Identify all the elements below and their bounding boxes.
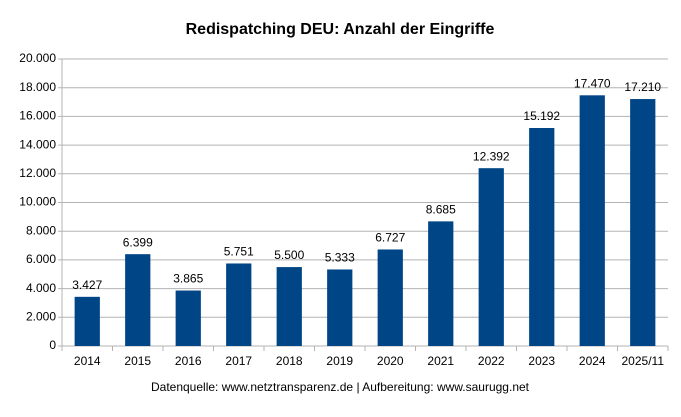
- y-tick-label: 8.000: [26, 223, 56, 237]
- bar: [478, 168, 504, 346]
- y-tick-label: 18.000: [19, 80, 56, 94]
- x-tick-label: 2020: [377, 354, 404, 368]
- value-label: 12.392: [473, 149, 510, 163]
- value-label: 17.210: [624, 80, 661, 94]
- y-tick-label: 16.000: [19, 109, 56, 123]
- x-tick-label: 2023: [528, 354, 555, 368]
- bar: [428, 221, 454, 346]
- bar: [226, 263, 252, 346]
- x-tick-label: 2022: [478, 354, 505, 368]
- chart-title: Redispatching DEU: Anzahl der Eingriffe: [186, 21, 495, 38]
- x-tick-label: 2014: [74, 354, 101, 368]
- x-tick-label: 2018: [276, 354, 303, 368]
- value-label: 5.500: [274, 248, 304, 262]
- x-tick-label: 2015: [124, 354, 151, 368]
- bar: [74, 296, 100, 346]
- y-tick-label: 10.000: [19, 195, 56, 209]
- value-label: 5.751: [224, 245, 254, 259]
- value-label: 6.727: [375, 231, 405, 245]
- y-tick-label: 14.000: [19, 137, 56, 151]
- value-label: 3.865: [173, 272, 203, 286]
- y-tick-label: 6.000: [26, 252, 56, 266]
- y-tick-label: 20.000: [19, 51, 56, 65]
- x-tick-label: 2017: [225, 354, 252, 368]
- x-tick-label: 2016: [175, 354, 202, 368]
- bar: [630, 99, 656, 346]
- value-label: 5.333: [325, 251, 355, 265]
- x-tick-label: 2025/11: [622, 354, 665, 368]
- bar: [276, 267, 302, 346]
- y-tick-label: 2.000: [26, 309, 56, 323]
- bar: [529, 127, 555, 346]
- value-label: 6.399: [123, 235, 153, 249]
- value-label: 17.470: [574, 76, 611, 90]
- x-tick-label: 2019: [326, 354, 353, 368]
- source-note: Datenquelle: www.netztransparenz.de | Au…: [151, 380, 530, 394]
- y-tick-label: 4.000: [26, 281, 56, 295]
- x-tick-label: 2021: [427, 354, 454, 368]
- y-tick-label: 12.000: [19, 166, 56, 180]
- value-label: 3.427: [72, 278, 102, 292]
- x-tick-label: 2024: [579, 354, 606, 368]
- bar: [327, 269, 353, 346]
- bar: [377, 249, 403, 346]
- y-tick-label: 0: [49, 338, 56, 352]
- bar: [579, 95, 605, 346]
- bar: [125, 254, 151, 346]
- value-label: 15.192: [523, 109, 560, 123]
- value-label: 8.685: [426, 203, 456, 217]
- bar: [175, 290, 201, 346]
